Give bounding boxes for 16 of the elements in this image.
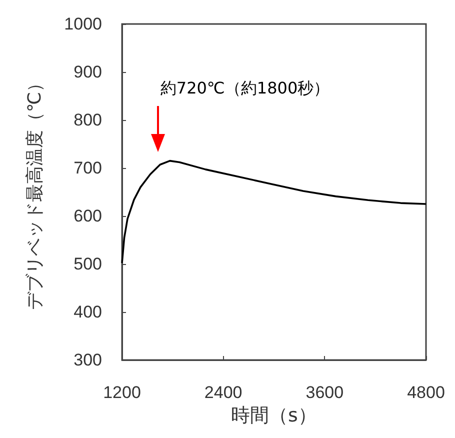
y-tick-label: 400 xyxy=(74,302,102,322)
y-tick-label: 1000 xyxy=(64,14,102,34)
y-tick-label: 900 xyxy=(74,62,102,82)
y-axis-title: デブリベッド最高温度（℃） xyxy=(24,74,46,310)
x-tick-label: 4800 xyxy=(407,383,445,402)
line-series xyxy=(121,160,427,264)
x-tick-label: 3600 xyxy=(306,383,344,402)
y-tick-label: 300 xyxy=(74,350,102,370)
x-axis-title: 時間（s） xyxy=(231,404,317,426)
y-tick-label: 500 xyxy=(74,254,102,274)
x-tick-label: 2400 xyxy=(204,383,242,402)
y-tick-label: 700 xyxy=(74,158,102,178)
x-tick-label: 1200 xyxy=(103,383,141,402)
y-tick-label: 600 xyxy=(74,206,102,226)
annotation: 約720℃（約1800秒） xyxy=(160,78,330,98)
y-tick-label: 800 xyxy=(74,110,102,130)
